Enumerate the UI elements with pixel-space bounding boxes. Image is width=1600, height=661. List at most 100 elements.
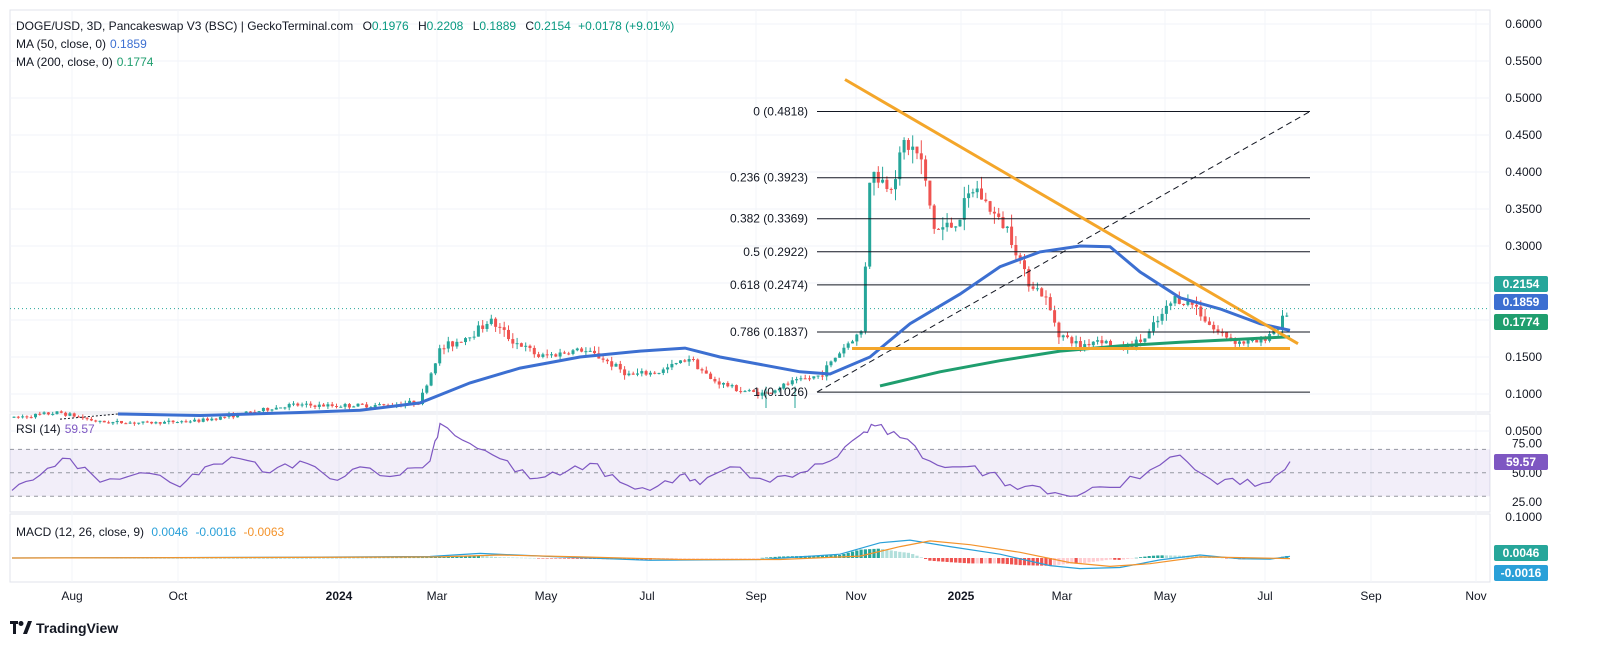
candle-body [816,375,820,377]
macd-histogram-bar [1087,558,1091,563]
candle-body [627,373,631,376]
macd-histogram-bar [408,557,412,559]
candle-body [941,227,945,230]
time-tick-label: Jul [639,589,654,603]
candle-body [120,420,123,424]
macd-histogram-bar [1134,557,1138,559]
macd-histogram-bar [1139,557,1143,558]
macd-histogram-bar [313,557,317,559]
candle-body [249,411,252,413]
macd-histogram-bar [962,558,966,564]
macd-histogram-bar [562,558,566,559]
rsi-pane-border [9,413,1491,513]
candle-body [326,404,330,407]
candle-body [1160,313,1164,321]
macd-histogram-bar [519,557,523,559]
ma200-value: 0.1774 [116,55,154,69]
macd-histogram-bar [1160,555,1164,558]
candle-body [722,382,725,385]
macd-histogram-bar [709,558,713,559]
macd-legend[interactable]: MACD (12, 26, close, 9) 0.0046 -0.0016 -… [16,524,284,540]
macd-histogram-bar [623,558,627,560]
candle-body [700,369,704,371]
candle-body [455,341,459,347]
candle-body [1104,340,1108,344]
macd-histogram-bar [825,555,829,558]
candle-body [201,418,205,422]
candle-body [1156,320,1160,323]
candle-body [902,140,906,153]
macd-histogram-bar [347,557,351,559]
candle-body [46,412,50,415]
candle-body [610,361,614,367]
symbol-title: DOGE/USD, 3D, Pancakeswap V3 (BSC) | Gec… [16,19,354,33]
candle-body [1040,288,1044,297]
candle-body [408,400,412,404]
macd-histogram-bar [1177,555,1181,558]
candle-body [954,226,958,228]
ma-extension-dotted [59,413,119,420]
candle-body [1100,340,1104,344]
macd-histogram-bar [988,558,992,564]
macd-histogram-bar [468,555,472,558]
rsi-legend[interactable]: RSI (14) 59.57 [16,421,95,437]
macd-histogram-bar [812,555,816,558]
macd-histogram-bar [674,558,678,559]
candle-body [335,406,338,408]
macd-histogram-bar [850,551,855,558]
fib-level-label: 0.236 (0.3923) [730,171,808,185]
candle-body [1177,296,1181,304]
candle-body [838,353,842,358]
macd-histogram-bar [1065,558,1070,564]
macd-histogram-bar [756,558,760,559]
macd-histogram-bar [541,558,545,559]
macd-histogram-bar [1104,558,1108,561]
macd-histogram-bar [386,557,390,559]
candle-body [1023,260,1026,270]
macd-histogram-bar [1147,556,1151,558]
candle-body [571,350,575,354]
macd-histogram-bar [906,552,910,558]
candle-body [894,179,897,190]
macd-histogram-bar [1117,558,1121,560]
candle-body [193,419,197,422]
candle-body [691,359,695,361]
macd-histogram-bar [842,553,846,558]
candle-body [915,146,919,154]
macd-histogram-bar [575,558,579,559]
macd-histogram-bar [678,558,683,559]
macd-histogram-bar [545,558,549,559]
candle-body [519,343,523,347]
macd-histogram-bar [1169,555,1173,558]
macd-histogram-bar [532,557,536,559]
close-label: C [525,19,535,33]
candle-body [343,404,347,407]
macd-histogram-bar [1190,555,1194,558]
tradingview-logo[interactable]: TradingView [10,620,118,636]
candle-body [1281,315,1284,329]
macd-histogram-bar [945,558,949,562]
ma50-legend[interactable]: MA (50, close, 0) 0.1859 [16,36,147,52]
time-tick-label: Sep [1360,589,1382,603]
ma200-legend[interactable]: MA (200, close, 0) 0.1774 [16,54,153,70]
candle-body [64,412,68,416]
candle-body [868,182,872,267]
candle-body [808,378,811,380]
candle-body [515,343,519,345]
macd-histogram-bar [528,557,532,559]
candle-body [997,213,1001,217]
macd-histogram-bar [274,557,278,559]
low-label: L [472,19,480,33]
price-tick-label: 0.4500 [1505,128,1542,142]
macd-histogram-bar [330,557,334,559]
macd-histogram-bar [747,558,751,559]
macd-histogram-bar [287,557,291,559]
macd-label: MACD (12, 26, close, 9) [16,525,145,539]
candle-body [812,376,816,379]
candle-body [1173,296,1177,304]
time-tick-label: Oct [169,589,188,603]
candle-body [820,375,824,377]
macd-histogram-bar [369,557,373,559]
candle-body [687,359,691,362]
